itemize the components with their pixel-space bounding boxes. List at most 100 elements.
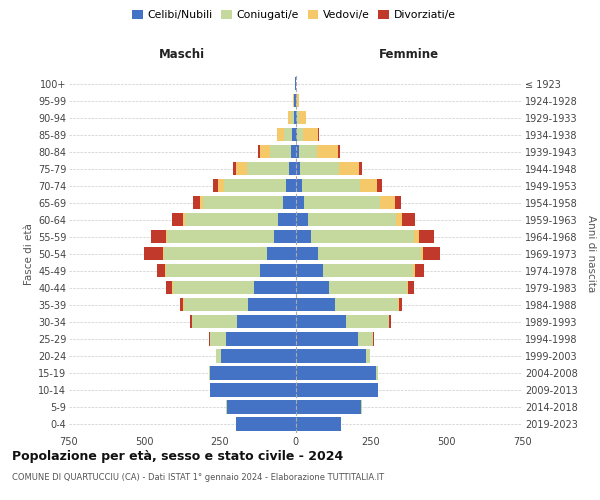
Bar (166, 230, 167, 243)
Bar (173, 281, 254, 294)
Bar (396, 213, 403, 226)
Bar (359, 179, 377, 192)
Bar (292, 128, 296, 141)
Bar (166, 264, 260, 278)
Bar (224, 179, 286, 192)
Bar (359, 162, 362, 175)
Bar (172, 281, 173, 294)
Bar (398, 298, 399, 312)
Bar (269, 145, 291, 158)
Bar (167, 230, 274, 243)
Bar (419, 230, 434, 243)
Bar (236, 162, 247, 175)
Bar (172, 213, 183, 226)
Bar (323, 264, 413, 278)
Bar (290, 111, 293, 124)
Bar (267, 247, 296, 260)
Bar (293, 111, 296, 124)
Bar (296, 298, 335, 312)
Bar (218, 179, 224, 192)
Bar (211, 366, 296, 380)
Bar (296, 128, 298, 141)
Y-axis label: Anni di nascita: Anni di nascita (586, 215, 596, 292)
Bar (260, 145, 269, 158)
Bar (317, 145, 338, 158)
Bar (286, 179, 296, 192)
Bar (288, 111, 290, 124)
Bar (296, 145, 299, 158)
Bar (183, 213, 185, 226)
Bar (203, 196, 283, 209)
Bar (296, 332, 358, 345)
Bar (296, 315, 346, 328)
Legend: Celibi/Nubili, Coniugati/e, Vedovi/e, Divorziati/e: Celibi/Nubili, Coniugati/e, Vedovi/e, Di… (128, 6, 460, 25)
Bar (165, 264, 166, 278)
Bar (423, 247, 440, 260)
Bar (296, 264, 323, 278)
Bar (296, 350, 365, 362)
Bar (308, 213, 396, 226)
Bar (193, 196, 200, 209)
Bar (296, 281, 329, 294)
Bar (377, 384, 378, 396)
Bar (200, 196, 203, 209)
Bar (163, 247, 164, 260)
Bar (296, 400, 361, 413)
Bar (192, 315, 236, 328)
Bar (296, 213, 308, 226)
Bar (329, 281, 407, 294)
Bar (274, 230, 296, 243)
Bar (166, 281, 172, 294)
Bar (226, 332, 296, 345)
Bar (403, 213, 415, 226)
Bar (164, 247, 267, 260)
Bar (211, 384, 296, 396)
Bar (380, 196, 395, 209)
Bar (247, 162, 289, 175)
Bar (358, 332, 373, 345)
Bar (157, 264, 165, 278)
Bar (248, 298, 296, 312)
Bar (210, 384, 211, 396)
Bar (258, 145, 260, 158)
Bar (304, 128, 318, 141)
Bar (185, 213, 278, 226)
Bar (338, 162, 359, 175)
Bar (389, 315, 391, 328)
Bar (296, 94, 297, 107)
Text: Maschi: Maschi (159, 48, 205, 60)
Bar (211, 332, 226, 345)
Bar (184, 298, 248, 312)
Bar (236, 315, 296, 328)
Bar (260, 264, 296, 278)
Bar (377, 179, 382, 192)
Bar (296, 247, 319, 260)
Bar (227, 400, 296, 413)
Bar (319, 247, 421, 260)
Y-axis label: Fasce di età: Fasce di età (23, 223, 34, 284)
Bar (254, 281, 296, 294)
Bar (296, 179, 302, 192)
Bar (296, 384, 377, 396)
Bar (299, 145, 317, 158)
Bar (297, 111, 299, 124)
Bar (365, 350, 370, 362)
Bar (296, 162, 300, 175)
Bar (190, 315, 191, 328)
Bar (335, 298, 398, 312)
Bar (338, 145, 340, 158)
Text: COMUNE DI QUARTUCCIU (CA) - Dati ISTAT 1° gennaio 2024 - Elaborazione TUTTITALIA: COMUNE DI QUARTUCCIU (CA) - Dati ISTAT 1… (12, 472, 384, 482)
Bar (284, 128, 292, 141)
Bar (291, 145, 296, 158)
Bar (233, 162, 236, 175)
Bar (318, 128, 319, 141)
Bar (209, 366, 211, 380)
Bar (221, 350, 296, 362)
Bar (346, 315, 389, 328)
Bar (296, 418, 341, 430)
Bar (144, 247, 163, 260)
Bar (294, 94, 296, 107)
Bar (181, 298, 184, 312)
Bar (278, 213, 296, 226)
Bar (395, 196, 401, 209)
